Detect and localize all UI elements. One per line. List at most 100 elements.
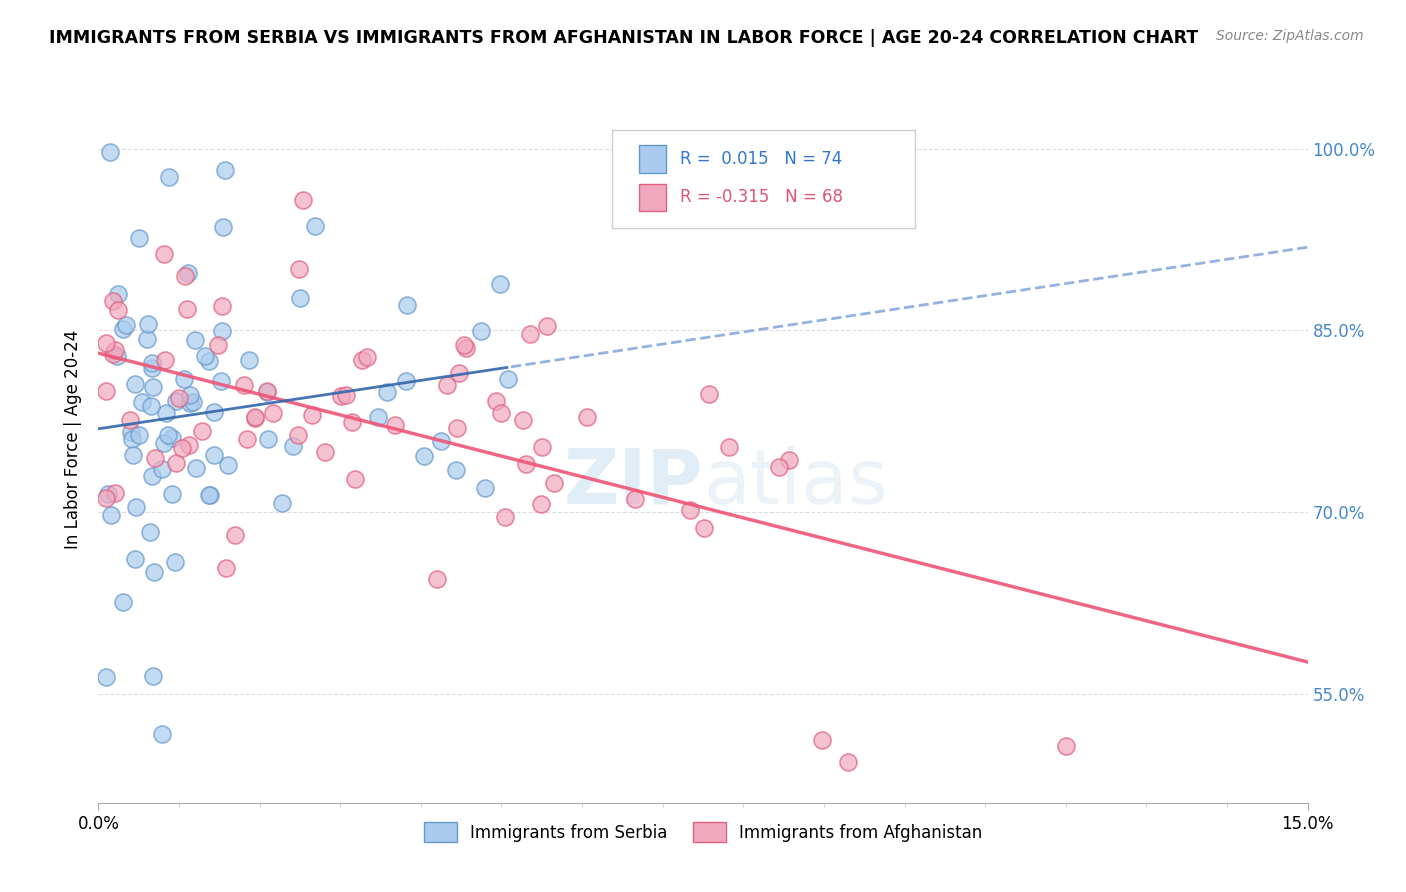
Point xyxy=(141,356,163,370)
Point xyxy=(243,411,266,425)
Text: R = -0.315   N = 68: R = -0.315 N = 68 xyxy=(681,188,844,206)
Point xyxy=(131,395,153,409)
Point xyxy=(120,425,142,439)
Point xyxy=(121,433,143,447)
Point xyxy=(155,406,177,420)
Point xyxy=(217,458,239,472)
Point xyxy=(163,555,186,569)
Point xyxy=(679,502,702,516)
Point xyxy=(202,448,225,462)
Point xyxy=(484,393,506,408)
Point xyxy=(343,472,366,486)
Point xyxy=(104,485,127,500)
Point xyxy=(512,413,534,427)
Point xyxy=(292,193,315,207)
Point xyxy=(768,459,790,474)
Point xyxy=(156,427,179,442)
Text: Source: ZipAtlas.com: Source: ZipAtlas.com xyxy=(1216,29,1364,43)
Point xyxy=(115,318,138,332)
Point xyxy=(139,399,162,413)
Point xyxy=(350,352,373,367)
Point xyxy=(243,410,266,425)
Point xyxy=(96,669,118,683)
Point xyxy=(256,384,278,399)
Point xyxy=(207,338,229,352)
Point xyxy=(198,353,221,368)
Point xyxy=(474,481,496,495)
Text: R =  0.015   N = 74: R = 0.015 N = 74 xyxy=(681,150,842,168)
Text: ZIP: ZIP xyxy=(564,446,703,520)
Point xyxy=(697,386,720,401)
Point xyxy=(281,439,304,453)
Text: IMMIGRANTS FROM SERBIA VS IMMIGRANTS FROM AFGHANISTAN IN LABOR FORCE | AGE 20-24: IMMIGRANTS FROM SERBIA VS IMMIGRANTS FRO… xyxy=(49,29,1198,46)
Point xyxy=(530,440,553,454)
Point xyxy=(101,347,124,361)
Point xyxy=(124,377,146,392)
Point xyxy=(211,325,233,339)
Point xyxy=(718,440,741,454)
Y-axis label: In Labor Force | Age 20-24: In Labor Force | Age 20-24 xyxy=(65,330,83,549)
Point xyxy=(98,145,121,159)
Point xyxy=(194,349,217,363)
Point xyxy=(624,492,647,507)
Point xyxy=(215,561,238,575)
Point xyxy=(453,338,475,352)
Point xyxy=(105,350,128,364)
Point xyxy=(160,431,183,445)
Point xyxy=(139,524,162,539)
Point xyxy=(179,388,201,402)
Point xyxy=(288,291,311,305)
Point xyxy=(173,372,195,386)
Point xyxy=(150,727,173,741)
Point xyxy=(426,572,449,586)
Point xyxy=(209,374,232,388)
Legend: Immigrants from Serbia, Immigrants from Afghanistan: Immigrants from Serbia, Immigrants from … xyxy=(416,815,990,849)
Point xyxy=(96,384,118,398)
Point xyxy=(456,341,478,355)
Point xyxy=(778,453,800,467)
Point xyxy=(543,475,565,490)
Point xyxy=(101,294,124,309)
Point xyxy=(837,755,859,769)
Point xyxy=(165,456,187,470)
Point xyxy=(177,266,200,280)
Point xyxy=(141,361,163,376)
Point xyxy=(515,457,537,471)
Point xyxy=(287,428,309,442)
Point xyxy=(165,393,187,408)
Point xyxy=(340,415,363,429)
Point xyxy=(232,378,254,392)
Bar xyxy=(638,184,665,211)
Point xyxy=(444,463,467,477)
Point xyxy=(494,510,516,524)
Point xyxy=(236,432,259,446)
Point xyxy=(96,336,118,351)
Point xyxy=(124,552,146,566)
Point xyxy=(446,421,468,435)
Point xyxy=(179,438,201,452)
Point xyxy=(190,425,212,439)
Point xyxy=(150,461,173,475)
Point xyxy=(395,374,418,388)
Point xyxy=(335,387,357,401)
Point xyxy=(436,377,458,392)
Point xyxy=(470,324,492,338)
Point xyxy=(202,405,225,419)
Point xyxy=(170,441,193,455)
Point xyxy=(153,435,176,450)
Point xyxy=(97,487,120,501)
Point xyxy=(142,380,165,394)
Point xyxy=(153,352,176,367)
Point xyxy=(153,247,176,261)
Point xyxy=(449,366,471,380)
Point xyxy=(100,508,122,522)
Point xyxy=(96,491,118,505)
Point xyxy=(693,521,716,535)
Point xyxy=(112,595,135,609)
Point xyxy=(367,409,389,424)
Point xyxy=(184,461,207,475)
Point xyxy=(181,395,204,409)
FancyBboxPatch shape xyxy=(613,130,915,228)
Point xyxy=(179,396,201,410)
Point xyxy=(356,350,378,364)
